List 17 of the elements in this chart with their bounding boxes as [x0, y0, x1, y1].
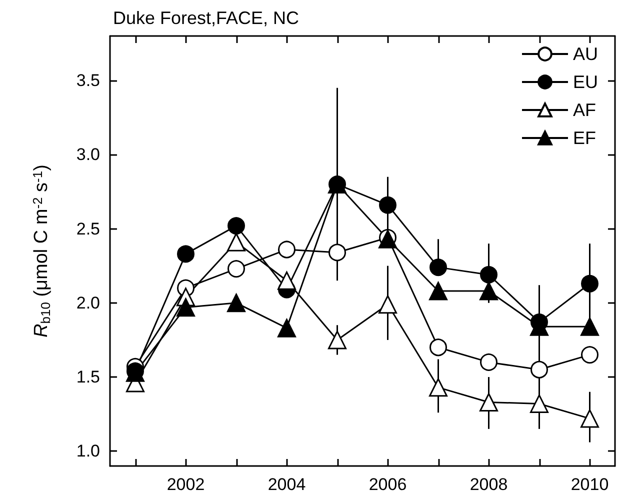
- y-tick-label: 3.5: [76, 70, 100, 90]
- x-tick-label: 2010: [570, 475, 609, 494]
- legend-label: AF: [572, 100, 596, 120]
- y-axis-title: Rb10 (μmol C m-2 s-1): [30, 164, 53, 338]
- chart-title: Duke Forest,FACE, NC: [113, 8, 300, 28]
- y-tick-label: 3.0: [76, 145, 100, 164]
- legend-label: EU: [572, 72, 598, 92]
- y-tick-label: 1.0: [76, 442, 100, 461]
- x-tick-label: 2006: [368, 475, 407, 494]
- x-tick-label: 2002: [166, 475, 205, 494]
- y-tick-label: 2.5: [76, 219, 100, 238]
- y-tick-label: 2.0: [76, 293, 100, 312]
- x-tick-label: 2008: [470, 475, 508, 494]
- legend-label: AU: [572, 44, 598, 64]
- x-tick-label: 2004: [268, 475, 306, 494]
- legend-label: EF: [572, 128, 596, 148]
- y-tick-label: 1.5: [76, 368, 100, 387]
